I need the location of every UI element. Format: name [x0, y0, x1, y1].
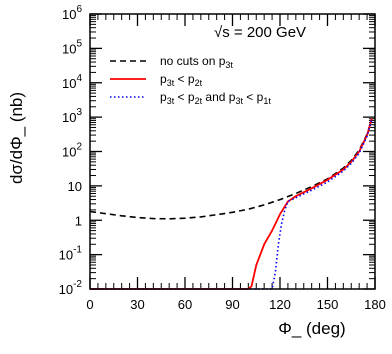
- x-tick-label: 180: [364, 297, 386, 312]
- y-tick-exponent: -1: [73, 245, 82, 256]
- y-tick-label: 10: [68, 179, 82, 194]
- x-tick-label: 60: [178, 297, 192, 312]
- y-tick-label: 10-2: [59, 279, 83, 297]
- x-tick-label: 90: [225, 297, 239, 312]
- plot-frame: [89, 13, 376, 290]
- legend-label-1: p3t < p2t: [160, 72, 203, 88]
- y-tick-exponent: 5: [76, 38, 82, 49]
- y-tick-label: 10-1: [59, 245, 83, 263]
- y-tick-exponent: -2: [73, 279, 82, 290]
- y-tick-label: 106: [62, 4, 82, 22]
- y-tick-exponent: 2: [76, 142, 82, 153]
- legend-label-2: p3t < p2t and p3t < p1t: [160, 90, 271, 106]
- series-lines: [89, 118, 373, 290]
- y-tick-label: 103: [62, 107, 82, 125]
- y-axis-title: dσ/dΦ_ (nb): [7, 92, 26, 184]
- y-tick-label: 102: [62, 142, 82, 160]
- legend-label-0: no cuts on p3t: [160, 54, 233, 70]
- series-line-0: [89, 118, 373, 220]
- energy-annotation: √s = 200 GeV: [214, 24, 306, 41]
- x-tick-label: 150: [317, 297, 339, 312]
- series-line-1: [90, 118, 373, 290]
- x-axis-title: Φ_ (deg): [278, 319, 345, 338]
- y-tick-exponent: 4: [76, 73, 82, 84]
- y-tick-exponent: 3: [76, 107, 82, 118]
- axis-ticks: [89, 13, 376, 290]
- x-tick-label: 0: [86, 297, 93, 312]
- x-tick-label: 30: [130, 297, 144, 312]
- legend: no cuts on p3t p3t < p2t p3t < p2t and p3t…: [110, 54, 271, 106]
- series-line-2: [90, 119, 373, 290]
- y-tick-label: 1: [75, 213, 82, 228]
- x-tick-labels: 0 30 60 90 120 150 180: [86, 297, 385, 312]
- y-tick-label: 104: [62, 73, 82, 91]
- x-tick-label: 120: [269, 297, 291, 312]
- y-tick-label: 105: [62, 38, 82, 56]
- y-tick-exponent: 6: [76, 4, 82, 15]
